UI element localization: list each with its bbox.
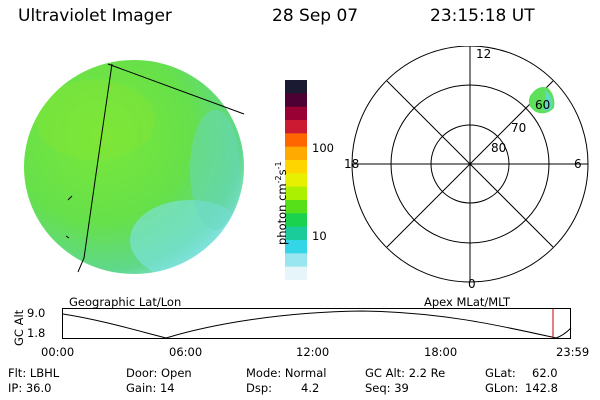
coast-mark [67,195,73,201]
timeline-ytick-9: 9.0 [27,306,46,320]
ip-info: IP: 36.0 [8,381,52,395]
dsp-label: Dsp: [246,381,273,395]
mlt-label-0: 0 [468,277,476,291]
mlt-label-6: 6 [574,157,582,171]
colorbar-cell [285,173,307,188]
colorbar-cell [285,226,307,241]
timeline-xtick-1200: 12:00 [296,345,330,359]
time-label: 23:15:18 UT [430,6,535,26]
latitude-line [107,63,245,115]
glon-label: GLon: [485,381,519,395]
timeline-xtick-1800: 18:00 [424,345,458,359]
aurora-patch-edge [543,90,553,111]
timeline-xtick-0600: 06:00 [169,345,203,359]
gain-info: Gain: 14 [126,381,175,395]
colorbar-cell [285,186,307,201]
geographic-caption: Geographic Lat/Lon [69,295,182,309]
polar-diagonal-2 [386,80,554,248]
date-label: 28 Sep 07 [272,6,359,26]
gc-alt-info: GC Alt: 2.2 Re [365,366,446,380]
colorbar-cell [285,120,307,134]
door-info: Door: Open [126,366,192,380]
colorbar-cell [285,253,307,268]
colorbar-cell [285,240,307,254]
timeline-ylabel: GC Alt [12,309,26,346]
colorbar-cell [285,200,307,214]
timeline-xtick-2359: 23:59 [556,345,590,359]
filter-info: Flt: LBHL [8,366,60,380]
colorbar-cell [285,80,307,94]
colorbar-unit-label: photon cm-2s-1 [274,161,289,245]
seq-info: Seq: 39 [365,381,409,395]
timeline-xtick-0000: 00:00 [41,345,75,359]
unit-prefix: photon cm [274,183,289,245]
colorbar-cell [285,266,307,280]
mode-info: Mode: Normal [246,366,327,380]
longitude-line [77,63,113,273]
mlt-label-18: 18 [344,157,359,171]
colorbar-tick-10: 10 [312,229,327,243]
unit-mid: s [274,169,289,176]
glat-value: 62.0 [532,366,558,380]
colorbar-cell [285,106,307,121]
colorbar-cell [285,160,307,174]
colorbar-cell [285,213,307,228]
altitude-curve [62,310,572,339]
colorbar-cell [285,93,307,108]
timeline-ytick-1.8: 1.8 [27,326,46,340]
polar-plot: 12 18 6 0 60 70 80 [344,46,589,291]
timeline-plot [62,308,572,339]
geographic-image [24,60,245,274]
glon-value: 142.8 [525,381,558,395]
unit-exp2: -1 [274,161,283,170]
lat-label-80: 80 [491,141,506,155]
colorbar-cell [285,133,307,148]
lat-label-60: 60 [535,98,550,112]
coast-mark-2 [65,235,70,239]
colorbar-tick-100: 100 [312,141,334,155]
dsp-value: 4.2 [301,381,320,395]
lat-label-70: 70 [511,121,526,135]
apex-caption: Apex MLat/MLT [424,295,511,309]
mlt-label-12: 12 [476,47,491,61]
colorbar-cell [285,146,307,161]
unit-exp1: -2 [274,175,283,184]
instrument-title: Ultraviolet Imager [18,6,172,26]
glat-label: GLat: [485,366,516,380]
colorbar [285,80,307,280]
